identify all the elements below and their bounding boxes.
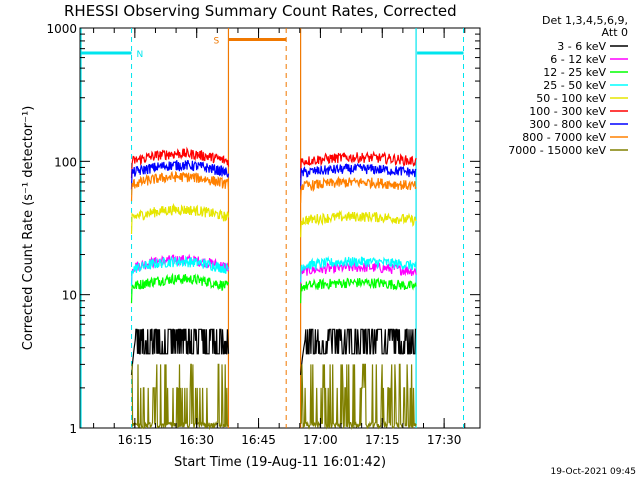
legend-entry-label: 7000 - 15000 keV	[508, 144, 606, 157]
y-tick-label: 1000	[46, 22, 77, 36]
x-tick-label: 17:15	[365, 433, 400, 447]
series-line-1	[130, 328, 417, 375]
chart-title: RHESSI Observing Summary Count Rates, Co…	[64, 2, 457, 20]
plot-frame	[79, 27, 481, 429]
x-tick-label: 16:15	[118, 433, 153, 447]
x-tick-label: 17:30	[427, 433, 462, 447]
x-tick-label: 16:30	[179, 433, 214, 447]
series-line-6	[130, 146, 417, 179]
legend-header: Att 0	[602, 26, 628, 39]
y-axis-label: Corrected Count Rate (s⁻¹ detector⁻¹)	[21, 106, 36, 351]
x-axis-label: Start Time (19-Aug-11 16:01:42)	[174, 455, 386, 470]
series-line-4	[130, 255, 417, 286]
legend-header: Det 1,3,4,5,6,9,	[542, 14, 628, 27]
legend-entry-label: 800 - 7000 keV	[522, 131, 606, 144]
series-line-8	[130, 170, 417, 203]
x-tick-label: 17:00	[303, 433, 338, 447]
y-tick-label: 1	[69, 422, 77, 436]
x-tick-label: 16:45	[241, 433, 276, 447]
axes: 16:15 16:30 16:45 17:00 17:15 17:30 1 10 100 1000	[46, 22, 480, 447]
legend-entry-label: 100 - 300 keV	[529, 105, 606, 118]
series-line-5	[130, 202, 417, 238]
legend-entry-label: 300 - 800 keV	[529, 118, 606, 131]
timestamp: 19-Oct-2021 09:45	[551, 467, 636, 477]
y-tick-label: 100	[54, 155, 77, 169]
series-line-7	[130, 160, 417, 190]
series-line-9	[131, 363, 417, 431]
legend-entry-label: 3 - 6 keV	[557, 40, 606, 53]
legend-entry-label: 50 - 100 keV	[536, 92, 606, 105]
legend-entry-label: 6 - 12 keV	[550, 53, 606, 66]
legend-entry-label: 12 - 25 keV	[543, 66, 606, 79]
series-line-3	[130, 272, 417, 304]
saa-label: S	[213, 36, 219, 46]
night-label: N	[137, 50, 144, 60]
legend-entry-label: 25 - 50 keV	[543, 79, 606, 92]
plot-area: NS	[80, 28, 465, 431]
y-tick-label: 10	[62, 289, 77, 303]
